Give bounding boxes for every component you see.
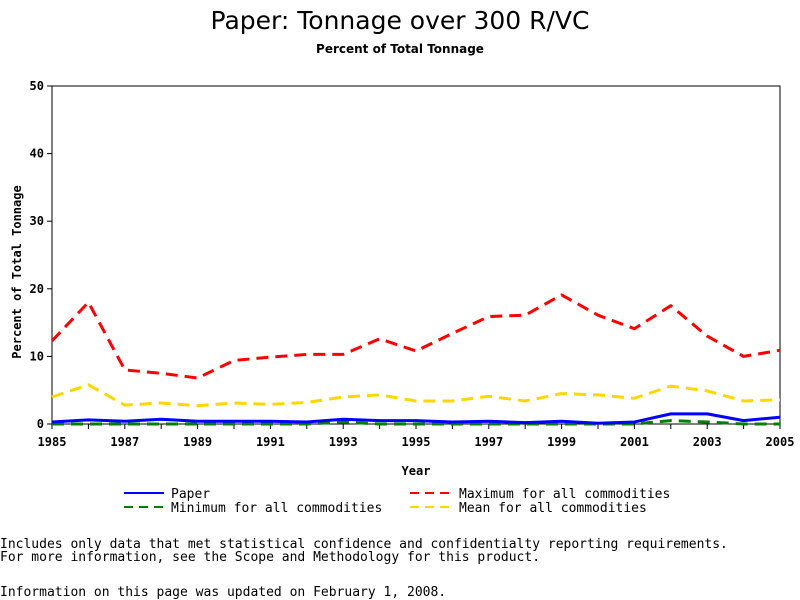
legend-label: Minimum for all commodities [171,501,382,516]
series-line-maximum-for-all-commodities [50,293,781,380]
y-tick-label: 30 [30,214,44,228]
x-tick-label: 1987 [110,435,139,449]
y-tick-label: 50 [30,79,44,93]
y-tick-label: 0 [37,417,44,431]
x-tick-label: 1995 [402,435,431,449]
x-tick-label: 2003 [693,435,722,449]
legend: Paper Maximum for all commodities Minimum … [124,487,670,516]
x-tick-label: 1999 [547,435,576,449]
y-axis-label: Percent of Total Tonnage [10,185,24,358]
x-tick-label: 1993 [329,435,358,449]
y-tick-label: 20 [30,282,44,296]
x-axis-label: Year [402,464,431,478]
series-line-paper [51,412,781,425]
line-chart: 0 10 20 30 40 50 1985 1987 1989 1991 1993 1995 1997… [10,79,795,516]
chart-title: Paper: Tonnage over 300 R/VC [210,6,590,35]
x-tick-label: 2001 [620,435,649,449]
x-tick-label: 1991 [256,435,285,449]
note-line-1: Includes only data that met statistical … [0,537,728,552]
x-tick-label: 1985 [38,435,67,449]
note-line-3: Information on this page was updated on … [0,585,447,600]
series-line-mean-for-all-commodities [51,383,781,408]
x-tick-label: 1997 [474,435,503,449]
legend-label: Maximum for all commodities [459,487,670,502]
x-tick-label: 1989 [183,435,212,449]
note-line-2: For more information, see the Scope and … [0,550,541,565]
legend-label: Paper [171,487,210,502]
legend-label: Mean for all commodities [459,501,647,516]
plot-frame [51,85,781,425]
series-line-minimum-for-all-commodities [52,419,780,426]
x-tick-label: 2005 [766,435,795,449]
y-tick-label: 40 [30,147,44,161]
chart-subtitle: Percent of Total Tonnage [316,42,484,56]
y-tick-label: 10 [30,349,44,363]
